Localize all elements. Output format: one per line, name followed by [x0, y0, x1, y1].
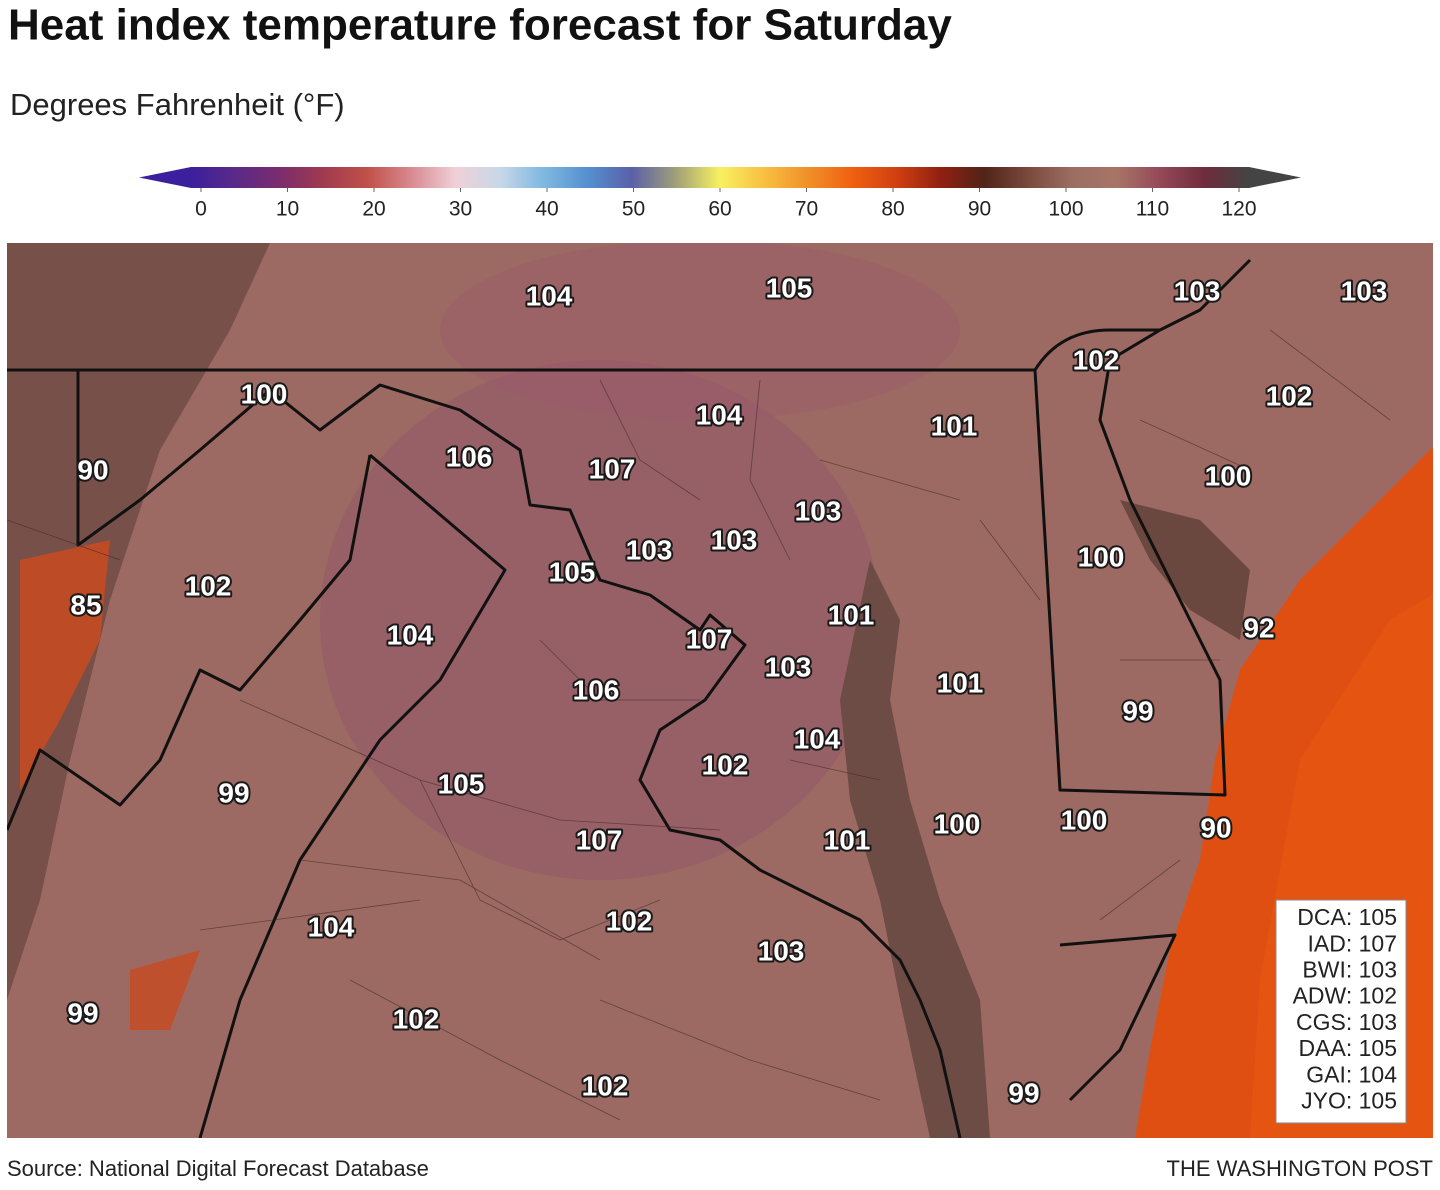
- value-label: 106: [446, 441, 493, 472]
- value-label: 101: [824, 824, 871, 855]
- value-label: 100: [1205, 460, 1252, 491]
- value-label: 100: [934, 808, 981, 839]
- station-line: CGS: 103: [1296, 1009, 1397, 1035]
- tick-label: 70: [795, 198, 818, 221]
- value-label: 101: [931, 410, 978, 441]
- value-label: 92: [1243, 612, 1274, 643]
- value-label: 103: [626, 534, 673, 565]
- value-label: 85: [70, 589, 101, 620]
- tick-label: 20: [362, 198, 385, 221]
- value-label: 103: [1341, 275, 1388, 306]
- heat-core: [320, 360, 880, 880]
- value-label: 104: [308, 911, 355, 942]
- value-label: 99: [218, 777, 249, 808]
- hot-patch: [130, 950, 200, 1030]
- station-line: ADW: 102: [1293, 983, 1397, 1009]
- tick-label: 80: [881, 198, 904, 221]
- state-border: [7, 258, 1252, 797]
- tick-label: 40: [535, 198, 558, 221]
- value-label: 102: [582, 1070, 629, 1101]
- tick-label: 30: [449, 198, 472, 221]
- tick-label: 60: [708, 198, 731, 221]
- value-label: 99: [1122, 695, 1153, 726]
- value-label: 101: [937, 667, 984, 698]
- value-label: 104: [387, 619, 434, 650]
- color-bar: [191, 167, 1249, 188]
- ridge: [7, 243, 270, 1000]
- tick-label: 120: [1221, 198, 1256, 221]
- value-label: 101: [828, 599, 875, 630]
- subtitle: Degrees Fahrenheit (°F): [10, 87, 345, 122]
- station-line: IAD: 107: [1308, 930, 1398, 956]
- value-label: 105: [766, 272, 813, 303]
- value-label: 105: [549, 556, 596, 587]
- value-label: 102: [185, 570, 232, 601]
- hot-patch: [20, 540, 110, 790]
- value-label: 102: [606, 905, 653, 936]
- color-bar-high-end: [1249, 167, 1301, 188]
- value-label: 107: [589, 453, 636, 484]
- state-border: [1033, 328, 1160, 371]
- tick-label: 0: [195, 198, 207, 221]
- value-label: 103: [758, 935, 805, 966]
- bay: [1120, 500, 1250, 640]
- station-line: JYO: 105: [1301, 1087, 1397, 1113]
- bay: [840, 560, 990, 1138]
- station-box: [1275, 899, 1407, 1124]
- value-label: 102: [1073, 344, 1120, 375]
- map: 104 105 103 103 102 100 104 101 102 90 106 107 100 10…: [7, 243, 1433, 1138]
- station-line: GAI: 104: [1306, 1061, 1397, 1087]
- value-labels: 104 105 103 103 102 100 104 101 102 90 106 107 100 10…: [65, 270, 1389, 1110]
- value-label: 103: [765, 651, 812, 682]
- value-label: 103: [711, 524, 758, 555]
- state-border: [7, 454, 372, 831]
- value-label: 102: [393, 1003, 440, 1034]
- value-label: 103: [795, 495, 842, 526]
- value-label: 90: [1200, 812, 1231, 843]
- value-label: 107: [686, 623, 733, 654]
- value-label: 106: [573, 674, 620, 705]
- value-label: 100: [241, 378, 288, 409]
- value-label: 100: [1061, 804, 1108, 835]
- value-label: 102: [1266, 380, 1313, 411]
- state-border: [198, 453, 507, 1138]
- value-label: 103: [1174, 275, 1221, 306]
- value-label: 105: [438, 768, 485, 799]
- county-lines: [7, 329, 1391, 1121]
- tick-label: 50: [622, 198, 645, 221]
- title: Heat index temperature forecast for Satu…: [8, 1, 952, 50]
- color-scale: 0 10 20 30 40 50 60 70 80 90 100 110 120: [139, 167, 1301, 221]
- value-label: 104: [794, 723, 841, 754]
- tick-label: 100: [1048, 198, 1083, 221]
- tick-label: 10: [276, 198, 299, 221]
- value-label: 107: [576, 824, 623, 855]
- value-label: 99: [1008, 1077, 1039, 1108]
- value-label: 104: [696, 399, 743, 430]
- credit: THE WASHINGTON POST: [1167, 1156, 1433, 1181]
- value-label: 99: [67, 997, 98, 1028]
- station-line: BWI: 103: [1302, 956, 1397, 982]
- source: Source: National Digital Forecast Databa…: [7, 1156, 429, 1181]
- tick-label: 90: [968, 198, 991, 221]
- value-label: 90: [77, 454, 108, 485]
- heat-north: [440, 243, 960, 420]
- tick-label: 110: [1136, 198, 1169, 221]
- station-line: DAA: 105: [1299, 1035, 1397, 1061]
- state-border: [76, 370, 962, 1138]
- station-line: DCA: 105: [1297, 904, 1397, 930]
- state-border: [1059, 933, 1177, 1102]
- value-label: 104: [526, 280, 573, 311]
- value-label: 102: [702, 749, 749, 780]
- value-label: 100: [1078, 541, 1125, 572]
- color-bar-low-end: [139, 167, 191, 188]
